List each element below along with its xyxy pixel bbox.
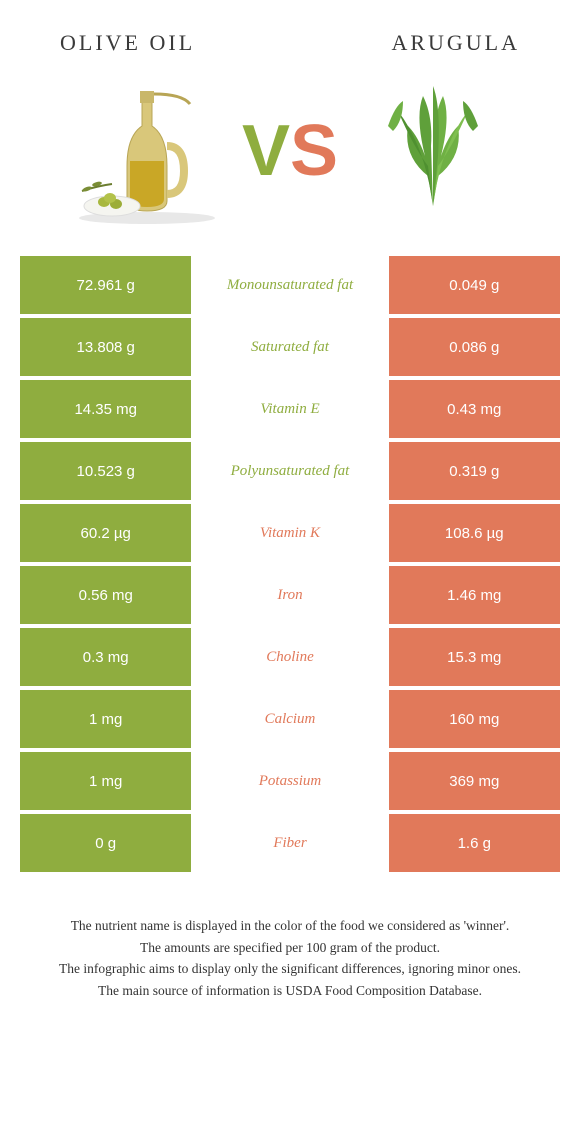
left-value: 0.3 mg [20, 628, 191, 686]
right-value: 160 mg [389, 690, 560, 748]
right-value: 0.319 g [389, 442, 560, 500]
nutrient-row: 72.961 gMonounsaturated fat0.049 g [20, 256, 560, 314]
right-value: 108.6 µg [389, 504, 560, 562]
right-food-title: Arugula [391, 30, 520, 56]
footer-line-1: The nutrient name is displayed in the co… [30, 916, 550, 936]
nutrient-row: 1 mgCalcium160 mg [20, 690, 560, 748]
arugula-image [358, 76, 508, 226]
nutrient-table: 72.961 gMonounsaturated fat0.049 g13.808… [0, 256, 580, 872]
left-value: 1 mg [20, 690, 191, 748]
olive-oil-icon [72, 76, 222, 226]
left-value: 1 mg [20, 752, 191, 810]
left-value: 0.56 mg [20, 566, 191, 624]
nutrient-label: Potassium [191, 752, 388, 810]
nutrient-row: 0.56 mgIron1.46 mg [20, 566, 560, 624]
nutrient-row: 13.808 gSaturated fat0.086 g [20, 318, 560, 376]
left-value: 14.35 mg [20, 380, 191, 438]
right-value: 0.049 g [389, 256, 560, 314]
nutrient-row: 10.523 gPolyunsaturated fat0.319 g [20, 442, 560, 500]
left-value: 60.2 µg [20, 504, 191, 562]
nutrient-label: Saturated fat [191, 318, 388, 376]
left-value: 13.808 g [20, 318, 191, 376]
olive-oil-image [72, 76, 222, 226]
left-value: 72.961 g [20, 256, 191, 314]
left-value: 0 g [20, 814, 191, 872]
nutrient-label: Polyunsaturated fat [191, 442, 388, 500]
right-value: 1.46 mg [389, 566, 560, 624]
nutrient-row: 1 mgPotassium369 mg [20, 752, 560, 810]
vs-label: VS [242, 110, 338, 192]
right-value: 0.086 g [389, 318, 560, 376]
footer-line-2: The amounts are specified per 100 gram o… [30, 938, 550, 958]
vs-v: V [242, 111, 290, 191]
footer-notes: The nutrient name is displayed in the co… [0, 876, 580, 1022]
left-food-title: Olive oil [60, 30, 195, 56]
vs-s: S [290, 111, 338, 191]
nutrient-label: Monounsaturated fat [191, 256, 388, 314]
vs-zone: VS [0, 66, 580, 256]
nutrient-label: Calcium [191, 690, 388, 748]
right-value: 369 mg [389, 752, 560, 810]
nutrient-label: Iron [191, 566, 388, 624]
right-value: 15.3 mg [389, 628, 560, 686]
arugula-icon [358, 76, 508, 226]
nutrient-label: Vitamin E [191, 380, 388, 438]
left-value: 10.523 g [20, 442, 191, 500]
nutrient-label: Vitamin K [191, 504, 388, 562]
nutrient-label: Choline [191, 628, 388, 686]
right-value: 1.6 g [389, 814, 560, 872]
nutrient-row: 0 gFiber1.6 g [20, 814, 560, 872]
nutrient-row: 60.2 µgVitamin K108.6 µg [20, 504, 560, 562]
nutrient-label: Fiber [191, 814, 388, 872]
header: Olive oil Arugula [0, 0, 580, 66]
footer-line-4: The main source of information is USDA F… [30, 981, 550, 1001]
nutrient-row: 0.3 mgCholine15.3 mg [20, 628, 560, 686]
right-value: 0.43 mg [389, 380, 560, 438]
nutrient-row: 14.35 mgVitamin E0.43 mg [20, 380, 560, 438]
footer-line-3: The infographic aims to display only the… [30, 959, 550, 979]
